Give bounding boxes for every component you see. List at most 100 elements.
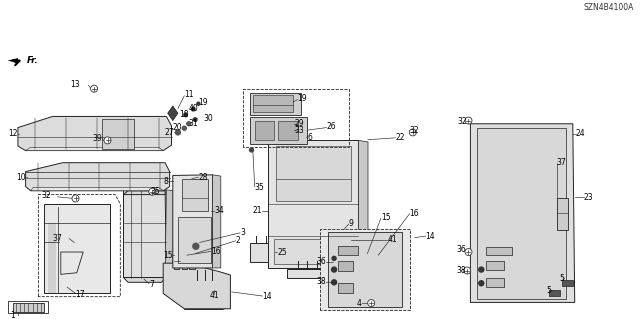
Text: Fr.: Fr. [27,56,38,65]
Polygon shape [338,261,353,271]
Text: 16: 16 [410,209,419,218]
Text: SZN4B4100A: SZN4B4100A [583,3,634,12]
Polygon shape [173,175,212,268]
Text: 28: 28 [198,173,208,182]
Text: 15: 15 [163,251,173,260]
Circle shape [250,148,253,152]
Text: 13: 13 [70,80,80,89]
Text: 5: 5 [559,274,564,283]
Text: 14: 14 [262,292,272,301]
Text: 17: 17 [76,290,85,299]
Polygon shape [320,229,410,310]
Polygon shape [26,147,163,151]
Circle shape [479,267,484,272]
Polygon shape [328,232,402,307]
Text: 10: 10 [16,173,26,182]
Polygon shape [163,263,230,309]
Circle shape [197,102,200,105]
Polygon shape [373,249,378,266]
Text: 15: 15 [381,213,390,222]
Polygon shape [212,175,221,268]
Circle shape [332,256,336,260]
Polygon shape [174,252,179,269]
Polygon shape [338,283,353,293]
Text: 19: 19 [298,94,307,103]
Circle shape [465,117,472,124]
Text: 22: 22 [396,133,405,142]
Polygon shape [124,191,165,195]
Polygon shape [102,119,134,149]
Text: 9: 9 [349,219,354,228]
Polygon shape [470,124,575,302]
Polygon shape [184,279,228,309]
Text: 7: 7 [149,280,154,289]
Text: 38: 38 [456,266,466,275]
Circle shape [191,107,195,111]
Circle shape [193,118,197,122]
Circle shape [175,130,180,135]
Polygon shape [44,204,110,293]
Circle shape [465,249,472,256]
Polygon shape [124,278,166,282]
Circle shape [104,137,111,144]
Text: 33: 33 [294,126,304,135]
Text: 40: 40 [189,104,198,113]
Text: 2: 2 [236,236,240,245]
Polygon shape [189,280,220,308]
Polygon shape [31,188,163,191]
Circle shape [332,280,337,285]
Text: 24: 24 [576,129,586,138]
Polygon shape [18,116,172,151]
Circle shape [182,126,186,130]
Polygon shape [124,190,166,278]
Polygon shape [486,261,504,270]
Circle shape [479,281,484,286]
Text: 3: 3 [240,228,245,237]
Polygon shape [48,223,56,293]
Text: 12: 12 [8,130,18,138]
Text: 38: 38 [317,277,326,286]
Polygon shape [182,179,208,211]
Circle shape [91,85,97,92]
Polygon shape [276,146,351,201]
Text: 41: 41 [210,291,220,300]
Text: 37: 37 [52,234,62,243]
Circle shape [187,122,191,126]
Text: 34: 34 [214,206,224,215]
Polygon shape [486,247,512,255]
Polygon shape [549,290,560,296]
Circle shape [368,300,374,307]
Polygon shape [477,128,566,299]
Text: 16: 16 [211,247,221,256]
Text: 32: 32 [458,117,467,126]
Text: 1: 1 [10,311,15,319]
Polygon shape [338,246,358,255]
Polygon shape [287,269,349,278]
Polygon shape [365,249,370,266]
Polygon shape [268,140,358,268]
Text: 18: 18 [179,110,189,119]
Text: 25: 25 [277,248,287,256]
Text: 6: 6 [307,133,312,142]
Text: 8: 8 [164,177,168,186]
Text: 27: 27 [164,128,174,137]
Polygon shape [358,140,368,268]
Text: 32: 32 [42,191,51,200]
Text: 30: 30 [204,114,213,123]
Polygon shape [182,252,187,269]
Polygon shape [168,106,178,121]
Text: 5: 5 [547,286,552,295]
Polygon shape [486,278,504,287]
Text: 31: 31 [189,119,198,128]
Polygon shape [189,249,195,269]
Polygon shape [13,303,44,312]
Polygon shape [278,121,298,140]
Text: 4: 4 [356,299,362,308]
Circle shape [72,195,79,202]
Text: 20: 20 [173,123,182,132]
Polygon shape [250,243,275,262]
Text: 11: 11 [184,90,194,99]
Text: 35: 35 [150,187,160,196]
Text: 14: 14 [426,232,435,241]
Text: 23: 23 [584,193,593,202]
